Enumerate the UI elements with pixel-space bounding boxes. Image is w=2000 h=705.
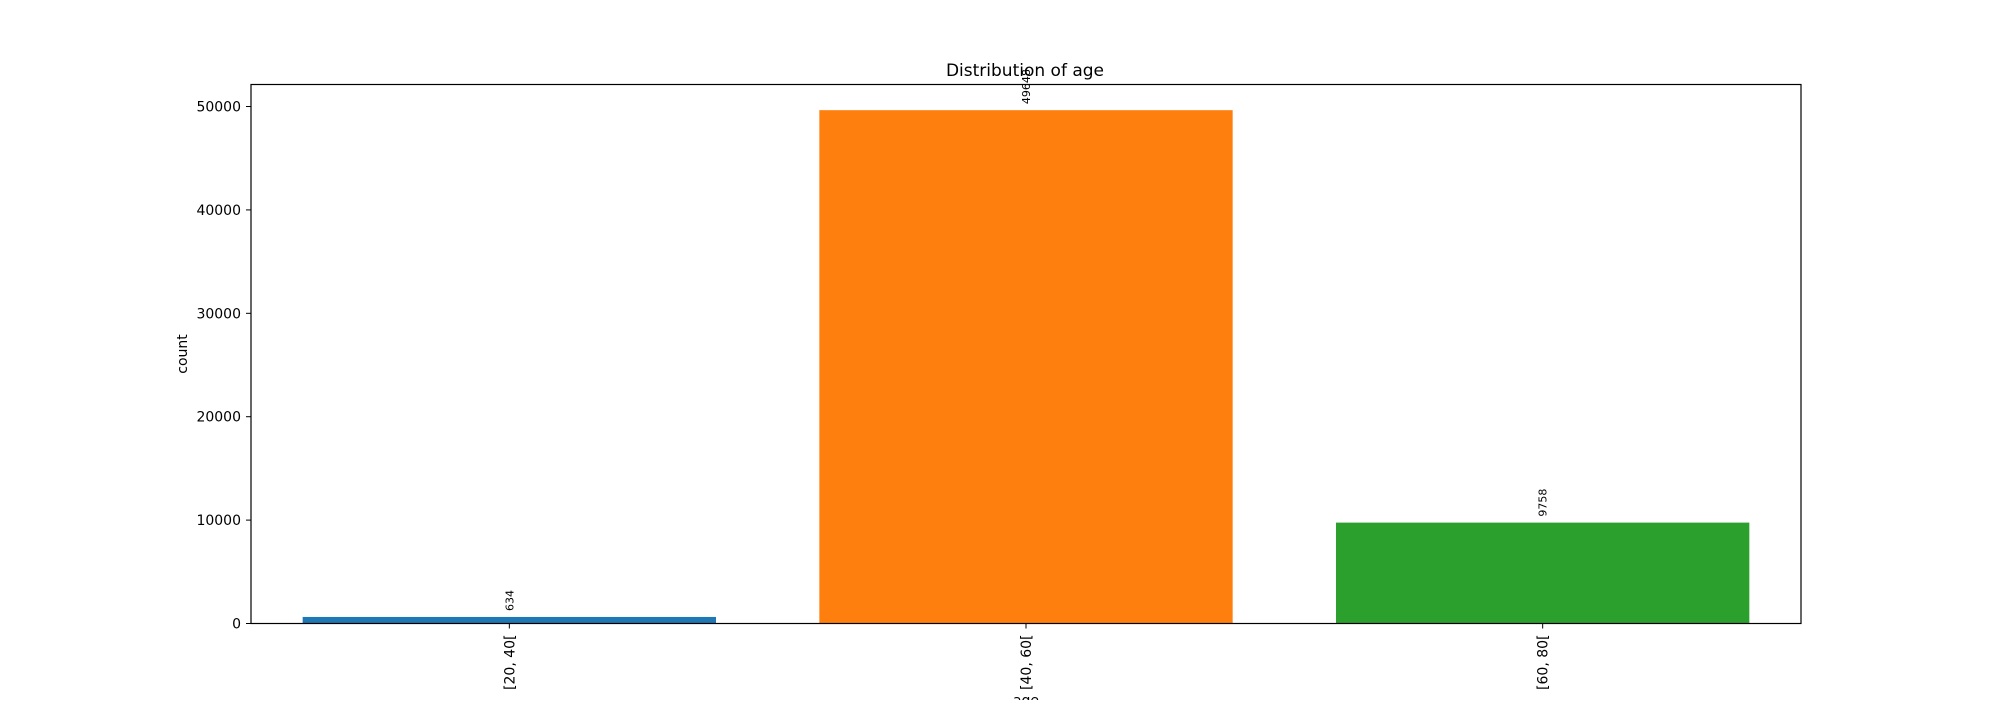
x-tick-label-1: [20, 40[ [502, 635, 518, 690]
bar-value-label-3: 9758 [1537, 489, 1550, 517]
ticks-group: [20, 40[ [40, 60[ [60, 80[ 0 10000 20000 30000… [196, 100, 1551, 690]
bar-value-label-2: 49648 [1020, 69, 1033, 104]
chart-title: Distribution of age [946, 61, 1104, 81]
bars-group: 634 49648 9758 [302, 69, 1750, 624]
y-tick-label-2: 10000 [196, 513, 241, 529]
bar-1 [302, 616, 716, 624]
y-tick-label-4: 30000 [196, 306, 241, 322]
x-tick-label-3: [60, 80[ [1536, 635, 1552, 690]
bar-value-label-1: 634 [503, 590, 516, 611]
y-tick-label-1: 0 [232, 617, 241, 633]
bar-3 [1336, 522, 1750, 624]
bar-2 [819, 110, 1233, 624]
y-axis-label: count [175, 334, 191, 374]
y-tick-label-6: 50000 [196, 100, 241, 116]
x-axis-label: age [1013, 693, 1039, 700]
y-tick-label-5: 40000 [196, 203, 241, 219]
y-tick-label-3: 20000 [196, 410, 241, 426]
plot-frame [250, 83, 1802, 625]
x-tick-label-2: [40, 60[ [1019, 635, 1035, 690]
